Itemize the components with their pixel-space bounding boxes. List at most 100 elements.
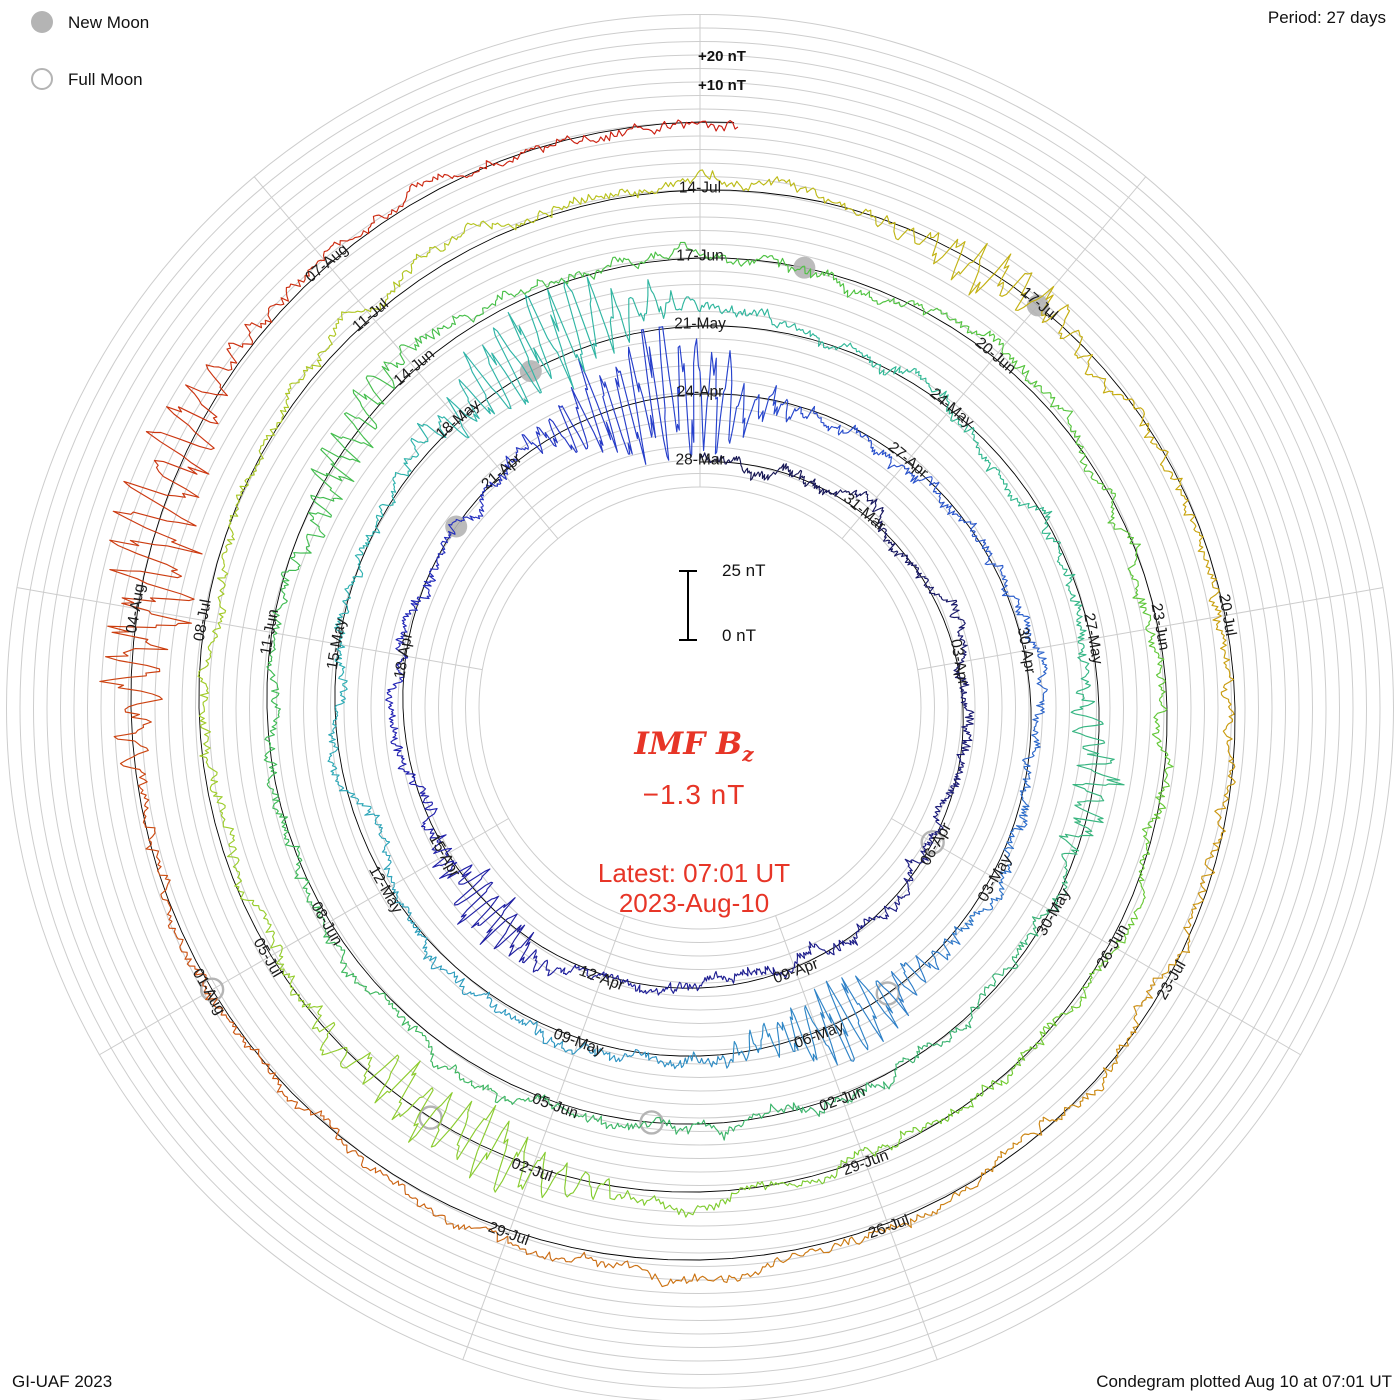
bz-trace-segment xyxy=(342,561,364,602)
bz-trace-segment xyxy=(468,1120,533,1193)
date-label: 18-Apr xyxy=(391,631,416,680)
scale-bottom-label: 0 nT xyxy=(722,626,757,645)
bz-trace-segment xyxy=(1220,676,1235,740)
date-label: 20-Jul xyxy=(1215,593,1239,638)
bz-trace-segment xyxy=(960,691,975,725)
bz-trace-segment xyxy=(603,971,635,988)
bz-trace-segment xyxy=(699,350,734,455)
bz-trace-segment xyxy=(263,732,278,785)
bz-trace-segment xyxy=(365,351,406,405)
date-label: 07-Aug xyxy=(302,241,351,286)
bz-trace-segment xyxy=(385,689,396,727)
bz-trace-segment xyxy=(883,533,905,558)
bz-trace-segment xyxy=(332,687,348,730)
bz-trace-segment xyxy=(934,783,959,812)
date-label: 26-Jul xyxy=(866,1212,911,1242)
grid-label-plus20: +20 nT xyxy=(698,48,746,65)
grid-spoke xyxy=(253,176,559,540)
bz-trace-segment xyxy=(495,279,548,302)
bz-trace-segment xyxy=(728,455,756,481)
bz-trace-segment xyxy=(269,683,281,734)
bz-trace-segment xyxy=(1042,1088,1105,1122)
bz-trace-segment xyxy=(334,600,350,645)
imf-bz-sub: z xyxy=(742,742,754,767)
bz-trace-segment xyxy=(1070,684,1104,731)
bz-trace-segment xyxy=(1156,444,1186,499)
bz-trace-segment xyxy=(1151,733,1174,791)
full-moon-marker xyxy=(199,977,225,1002)
bz-trace-segment xyxy=(754,463,789,481)
bz-trace-segment xyxy=(1145,628,1166,682)
bz-trace-segment xyxy=(953,754,965,785)
bz-trace-segment xyxy=(419,790,438,828)
bz-trace-segment xyxy=(502,138,566,167)
bz-trace-segment xyxy=(962,1074,1009,1109)
bz-trace-segment xyxy=(1042,994,1087,1035)
bz-trace-segment xyxy=(996,1116,1044,1161)
bz-trace-segment xyxy=(199,736,219,794)
bz-trace-segment xyxy=(198,678,212,738)
bz-trace-segment xyxy=(564,128,633,145)
bz-trace-segment xyxy=(638,170,701,195)
bz-trace-segment xyxy=(388,1000,426,1037)
bz-trace-segment xyxy=(364,806,390,843)
bz-trace-segment xyxy=(1032,687,1048,728)
bz-trace-segment xyxy=(322,308,366,353)
bz-trace-segment xyxy=(1094,479,1116,530)
bz-trace-segment xyxy=(1152,680,1168,735)
bz-trace-segment xyxy=(175,933,208,994)
date-label: 26-Jun xyxy=(1093,921,1131,971)
bz-trace-segment xyxy=(976,447,1005,482)
bz-trace-segment xyxy=(851,916,876,946)
latest-date-label: 2023-Aug-10 xyxy=(618,888,770,918)
bz-trace-segment xyxy=(235,453,264,510)
bz-trace-segment xyxy=(507,288,575,393)
bz-trace-segment xyxy=(828,1227,891,1254)
bz-trace-segment xyxy=(504,1094,556,1110)
bz-trace-segment xyxy=(306,494,337,539)
bz-trace-segment xyxy=(981,542,1006,577)
bz-trace-segment xyxy=(477,327,542,410)
bz-trace-segment xyxy=(1008,805,1030,844)
bz-trace-segment xyxy=(521,418,566,454)
bz-trace-segment xyxy=(875,215,940,245)
date-label: 24-May xyxy=(926,385,977,431)
bz-trace-segment xyxy=(461,991,501,1014)
bz-trace-segment xyxy=(1072,779,1125,824)
bz-trace-segment xyxy=(580,188,640,205)
bz-trace-segment xyxy=(204,992,247,1048)
bz-trace-segment xyxy=(156,870,177,935)
bz-trace-segment xyxy=(1131,578,1152,630)
bz-trace-segment xyxy=(762,965,795,979)
bz-trace-segment xyxy=(302,878,326,926)
bz-trace-segment xyxy=(336,1047,400,1085)
bz-trace-segment xyxy=(410,922,437,962)
bz-trace-segment xyxy=(535,1028,575,1055)
bz-trace-segment xyxy=(461,220,525,235)
bz-trace-segment xyxy=(1058,821,1094,867)
bz-trace-segment xyxy=(285,351,323,401)
bz-trace-segment xyxy=(975,253,1055,311)
bz-trace-segment xyxy=(657,1051,701,1070)
date-label: 08-Jun xyxy=(307,899,345,949)
bz-trace-segment xyxy=(755,1179,813,1191)
bz-trace-segment xyxy=(142,805,162,871)
bz-trace-segment xyxy=(251,900,283,950)
bz-trace-segment xyxy=(1018,908,1050,948)
full-moon-marker xyxy=(418,1105,443,1130)
bz-trace-segment xyxy=(546,270,597,288)
bz-trace-segment xyxy=(451,499,485,524)
bz-trace-segment xyxy=(221,508,239,566)
bz-trace-segment xyxy=(273,259,325,307)
bz-trace-segment xyxy=(1022,727,1041,767)
bz-trace-segment xyxy=(177,361,238,425)
bz-trace-segment xyxy=(119,740,150,807)
bz-trace-segment xyxy=(841,975,899,1042)
bz-trace-segment xyxy=(1041,286,1083,356)
bz-trace-segment xyxy=(391,884,413,924)
bz-trace-segment xyxy=(389,1179,446,1217)
bz-trace-segment xyxy=(792,1097,843,1117)
bz-trace-segment xyxy=(504,446,529,476)
grid-spoke xyxy=(16,586,483,671)
bz-trace-segment xyxy=(813,980,869,1066)
